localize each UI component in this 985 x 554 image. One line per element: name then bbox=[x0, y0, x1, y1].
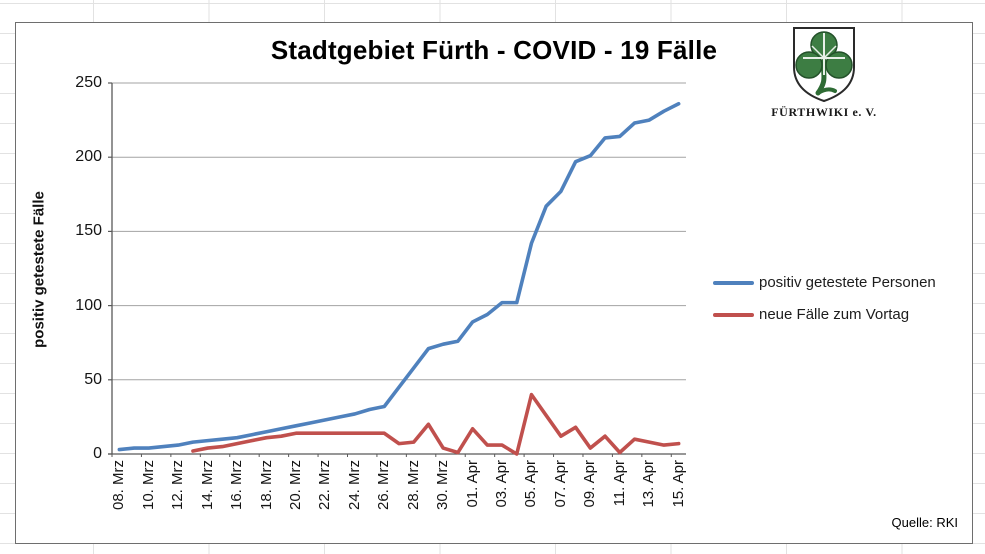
series-line-1 bbox=[117, 101, 681, 452]
y-tick-label: 250 bbox=[75, 74, 102, 91]
y-tick-label: 200 bbox=[75, 148, 102, 166]
x-tick-label: 30. Mrz bbox=[434, 460, 452, 511]
legend-label: neue Fälle zum Vortag bbox=[759, 306, 910, 323]
chart-plot-area bbox=[108, 82, 686, 457]
series-line-2 bbox=[191, 392, 681, 456]
x-tick-label: 08. Mrz bbox=[110, 460, 128, 511]
y-tick-label: 0 bbox=[93, 445, 102, 462]
x-tick-label: 13. Apr bbox=[640, 460, 658, 508]
x-tick-label: 07. Apr bbox=[551, 460, 569, 508]
chart-title: Stadtgebiet Fürth - COVID - 19 Fälle bbox=[270, 35, 718, 65]
chart-legend: positiv getestete Personen neue Fälle zum… bbox=[713, 274, 936, 338]
x-tick-label: 12. Mrz bbox=[169, 460, 187, 511]
y-tick-label: 100 bbox=[75, 296, 102, 314]
x-tick-label: 18. Mrz bbox=[257, 460, 275, 511]
x-tick-label: 28. Mrz bbox=[404, 460, 422, 511]
x-tick-label: 22. Mrz bbox=[316, 460, 334, 511]
x-tick-label: 05. Apr bbox=[522, 460, 540, 508]
x-tick-label: 26. Mrz bbox=[375, 460, 393, 511]
x-tick-label: 14. Mrz bbox=[198, 460, 216, 511]
x-tick-label: 01. Apr bbox=[463, 460, 481, 508]
source-note: Quelle: RKI bbox=[891, 515, 958, 530]
x-tick-label: 24. Mrz bbox=[345, 460, 363, 511]
logo-caption: FÜRTHWIKI e. V. bbox=[771, 105, 877, 119]
fuerth-shield-icon bbox=[793, 27, 855, 103]
y-tick-label: 150 bbox=[75, 222, 102, 240]
legend-line-swatch bbox=[713, 280, 754, 285]
x-tick-label: 16. Mrz bbox=[228, 460, 246, 511]
covid-chart[interactable]: Stadtgebiet Fürth - COVID - 19 Fälle pos… bbox=[15, 22, 973, 544]
x-tick-label: 11. Apr bbox=[610, 460, 628, 507]
x-tick-label: 09. Apr bbox=[581, 460, 599, 508]
legend-item: neue Fälle zum Vortag bbox=[713, 306, 936, 323]
x-tick-label: 03. Apr bbox=[493, 460, 511, 508]
fuerthwiki-logo: FÜRTHWIKI e. V. bbox=[768, 25, 880, 120]
legend-item: positiv getestete Personen bbox=[713, 274, 936, 291]
legend-label: positiv getestete Personen bbox=[759, 274, 936, 291]
legend-line-swatch bbox=[713, 312, 754, 317]
x-tick-label: 15. Apr bbox=[669, 460, 687, 508]
x-tick-label: 10. Mrz bbox=[139, 460, 157, 511]
x-tick-label: 20. Mrz bbox=[286, 460, 304, 511]
y-tick-label: 50 bbox=[84, 370, 102, 388]
